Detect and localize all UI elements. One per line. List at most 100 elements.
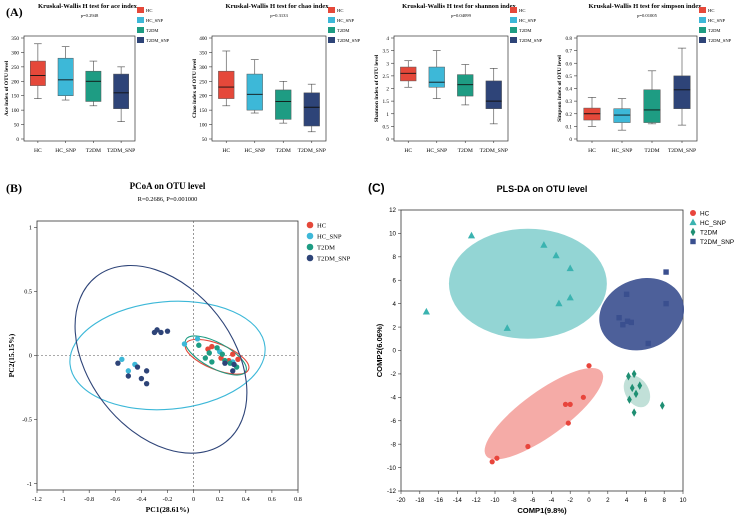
x-tick-label: -4 [549, 497, 555, 504]
y-tick-label: 4 [386, 36, 389, 42]
point-T2DM_SNP [645, 340, 651, 347]
x-tick-label: HC_SNP [426, 148, 447, 154]
y-tick-label: 0.4 [566, 87, 573, 93]
y-tick-label: 350 [11, 36, 19, 42]
y-tick-label: 200 [11, 79, 19, 85]
x-tick-label: 4 [625, 497, 629, 504]
legend-label: HC [519, 8, 525, 13]
legend-label: T2DM_SNP [700, 239, 734, 246]
box-HC [400, 66, 417, 82]
legend-swatch [510, 17, 517, 23]
x-tick-label: 8 [662, 497, 666, 504]
y-tick-label: -12 [387, 488, 397, 495]
y-tick-label: 3 [386, 61, 389, 67]
point-T2DM [659, 401, 665, 410]
legend-marker [690, 238, 696, 245]
box-HC_SNP [428, 66, 445, 88]
legend-swatch [137, 7, 144, 13]
y-tick-label: 250 [199, 79, 207, 85]
y-axis-label: Chao index of OTU level [192, 59, 198, 118]
chart-title: PLS-DA on OTU level [497, 184, 588, 194]
y-tick-label: 50 [202, 137, 208, 143]
legend-marker [690, 227, 696, 237]
chart-title: Kruskal-Wallis H test for ace index [38, 3, 138, 10]
y-tick-label: 2.5 [383, 74, 390, 80]
box-HC_SNP [57, 57, 74, 96]
y-tick-label: 0 [569, 137, 572, 143]
x-tick-label: T2DM [276, 148, 291, 154]
point-T2DM_SNP [616, 315, 622, 321]
x-tick-label: HC [588, 148, 596, 154]
point-T2DM_SNP [125, 373, 132, 379]
x-tick-label: 0.8 [294, 496, 302, 503]
y-tick-label: 1.5 [383, 99, 390, 105]
point-T2DM [214, 345, 220, 351]
x-tick-label: -0.2 [163, 496, 173, 503]
y-tick-label: 0.3 [566, 99, 573, 105]
y-tick-label: 0.1 [566, 124, 573, 130]
point-HC_SNP [194, 336, 201, 342]
x-tick-label: 2 [606, 497, 610, 504]
legend-label: T2DM_SNP [337, 38, 361, 43]
x-tick-label: HC [404, 148, 412, 154]
point-HC_SNP [181, 341, 188, 347]
point-HC [562, 401, 569, 407]
y-axis-label: PC2(15.15%) [7, 333, 16, 377]
y-tick-label: 0.6 [566, 61, 573, 67]
legend-label: T2DM [519, 28, 532, 33]
legend-marker [306, 243, 314, 251]
p-value: p=0.3133 [270, 13, 288, 18]
legend-marker [306, 254, 314, 262]
point-HC_SNP [422, 307, 430, 315]
legend-swatch [328, 17, 335, 23]
panel-label-a: (A) [6, 5, 23, 19]
y-tick-label: 0.5 [24, 289, 32, 296]
point-HC [489, 459, 495, 465]
point-T2DM_SNP [222, 360, 228, 366]
plot-frame [23, 35, 136, 142]
panel-label-c: (C) [368, 181, 385, 195]
point-T2DM [631, 408, 637, 417]
legend-swatch [510, 7, 517, 13]
point-T2DM [219, 351, 226, 357]
y-axis-label: Shannon index of OTU level [374, 54, 380, 122]
y-tick-label: 0.7 [566, 49, 573, 55]
x-tick-label: T2DM [458, 148, 473, 154]
box-T2DM_SNP [113, 73, 130, 109]
y-tick-label: -4 [390, 395, 396, 402]
point-HC [235, 356, 241, 363]
point-HC_SNP [540, 241, 548, 248]
plot-frame [211, 35, 327, 142]
confidence-ellipse-T2DM [184, 335, 247, 376]
legend-swatch [328, 27, 335, 33]
point-T2DM [627, 395, 632, 404]
y-tick-label: 0.8 [566, 36, 573, 42]
y-axis-label: COMP2(6.06%) [375, 323, 384, 377]
confidence-ellipse-HC_SNP [448, 228, 607, 339]
box-HC_SNP [613, 108, 631, 123]
legend-label: HC_SNP [519, 18, 537, 23]
y-tick-label: 0 [16, 137, 19, 143]
x-tick-label: T2DM [644, 148, 659, 154]
point-HC_SNP [552, 251, 560, 259]
legend-marker [306, 232, 314, 240]
point-HC_SNP [467, 231, 476, 239]
point-T2DM [631, 369, 637, 379]
legend-swatch [328, 37, 335, 43]
y-tick-label: 150 [199, 108, 207, 114]
y-tick-label: 2 [393, 324, 397, 331]
confidence-ellipse-HC [484, 368, 604, 460]
p-value: p=0.01005 [637, 13, 658, 18]
y-tick-label: 350 [199, 50, 207, 56]
legend-label: T2DM [146, 28, 159, 33]
y-tick-label: 100 [199, 123, 207, 129]
box-T2DM_SNP [485, 80, 502, 109]
point-T2DM [637, 381, 643, 390]
x-tick-label: -16 [434, 497, 444, 504]
chart-subtitle: R=0.2686, P=0.001000 [138, 196, 198, 203]
chart-title: Kruskal-Wallis H test for shannon index [402, 3, 516, 10]
point-T2DM_SNP [154, 327, 160, 333]
legend-label: HC [337, 8, 343, 13]
point-T2DM_SNP [620, 322, 626, 328]
point-HC [494, 455, 500, 461]
